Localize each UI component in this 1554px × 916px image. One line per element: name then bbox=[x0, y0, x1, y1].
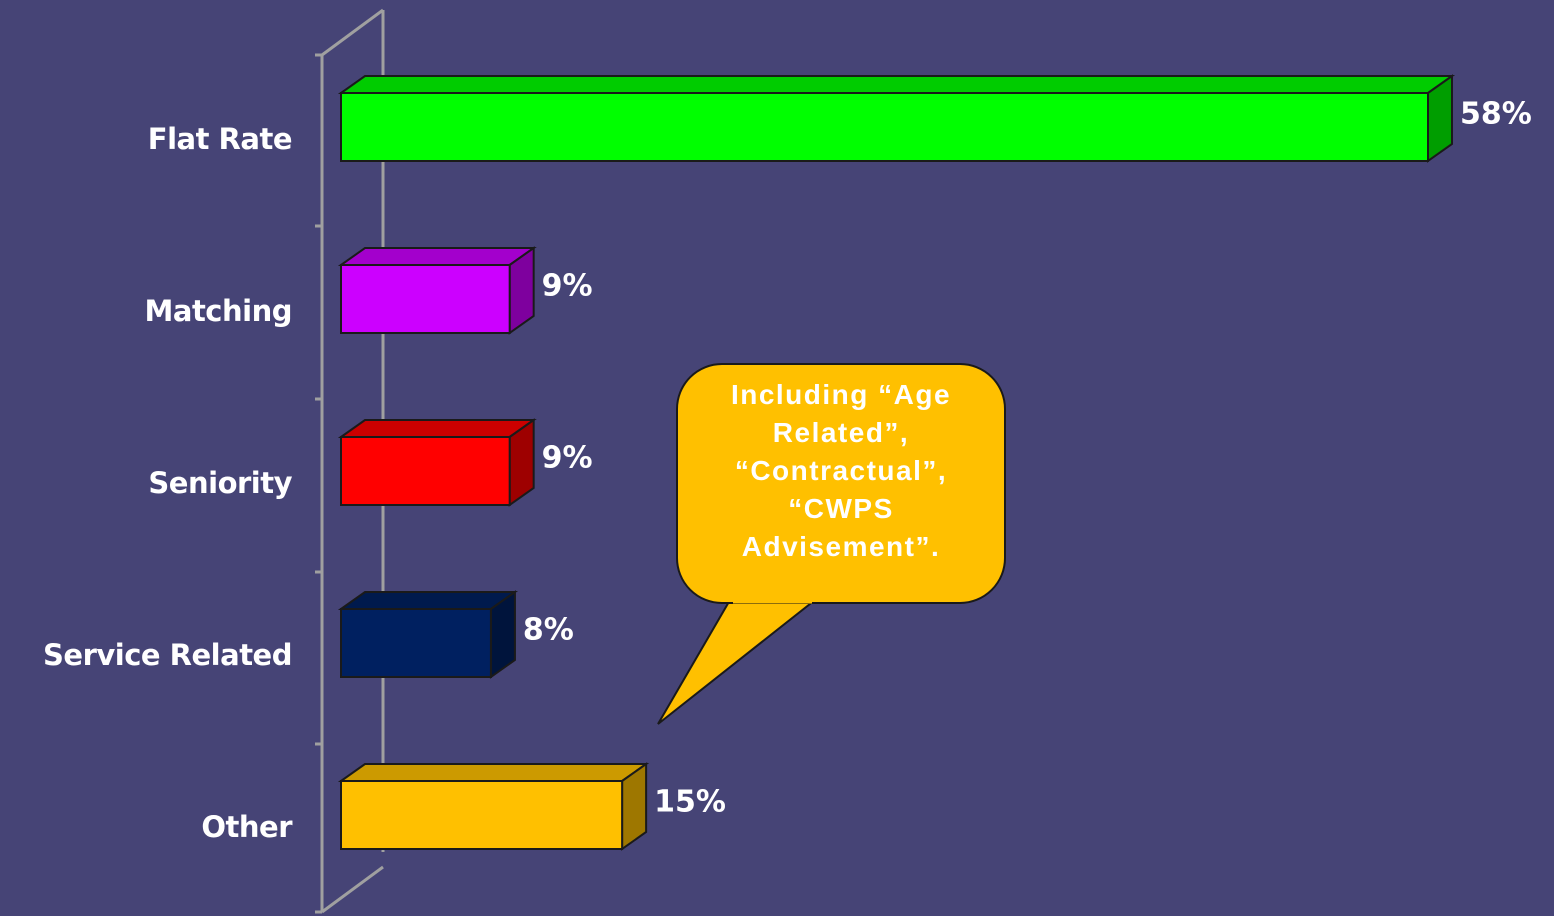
bar-face bbox=[340, 436, 511, 506]
category-label: Flat Rate bbox=[148, 122, 292, 156]
value-label: 58% bbox=[1460, 97, 1532, 132]
bar-face bbox=[337, 247, 537, 266]
bar-face bbox=[337, 591, 519, 610]
category-label: Matching bbox=[145, 294, 292, 328]
callout bbox=[657, 363, 1006, 725]
category-label: Service Related bbox=[43, 638, 292, 672]
annotation: Including “Age Related”, “Contractual”, … bbox=[730, 379, 952, 562]
category-label: Seniority bbox=[148, 466, 292, 500]
value-label: 9% bbox=[542, 441, 593, 476]
bar bbox=[337, 246, 537, 335]
category-label: Other bbox=[201, 810, 293, 844]
value-label: 9% bbox=[542, 269, 593, 304]
bar-face bbox=[337, 75, 1456, 94]
bar bbox=[337, 418, 537, 507]
value-label: 15% bbox=[654, 785, 726, 820]
bar-face bbox=[340, 780, 624, 850]
bar-face bbox=[340, 92, 1429, 162]
bar-face bbox=[340, 608, 492, 678]
bar-face bbox=[340, 264, 511, 334]
bar-face bbox=[337, 763, 650, 782]
bar bbox=[337, 590, 519, 679]
bar-face bbox=[337, 419, 537, 438]
bar bbox=[337, 762, 650, 851]
value-label: 8% bbox=[523, 613, 574, 648]
bar bbox=[337, 74, 1456, 163]
